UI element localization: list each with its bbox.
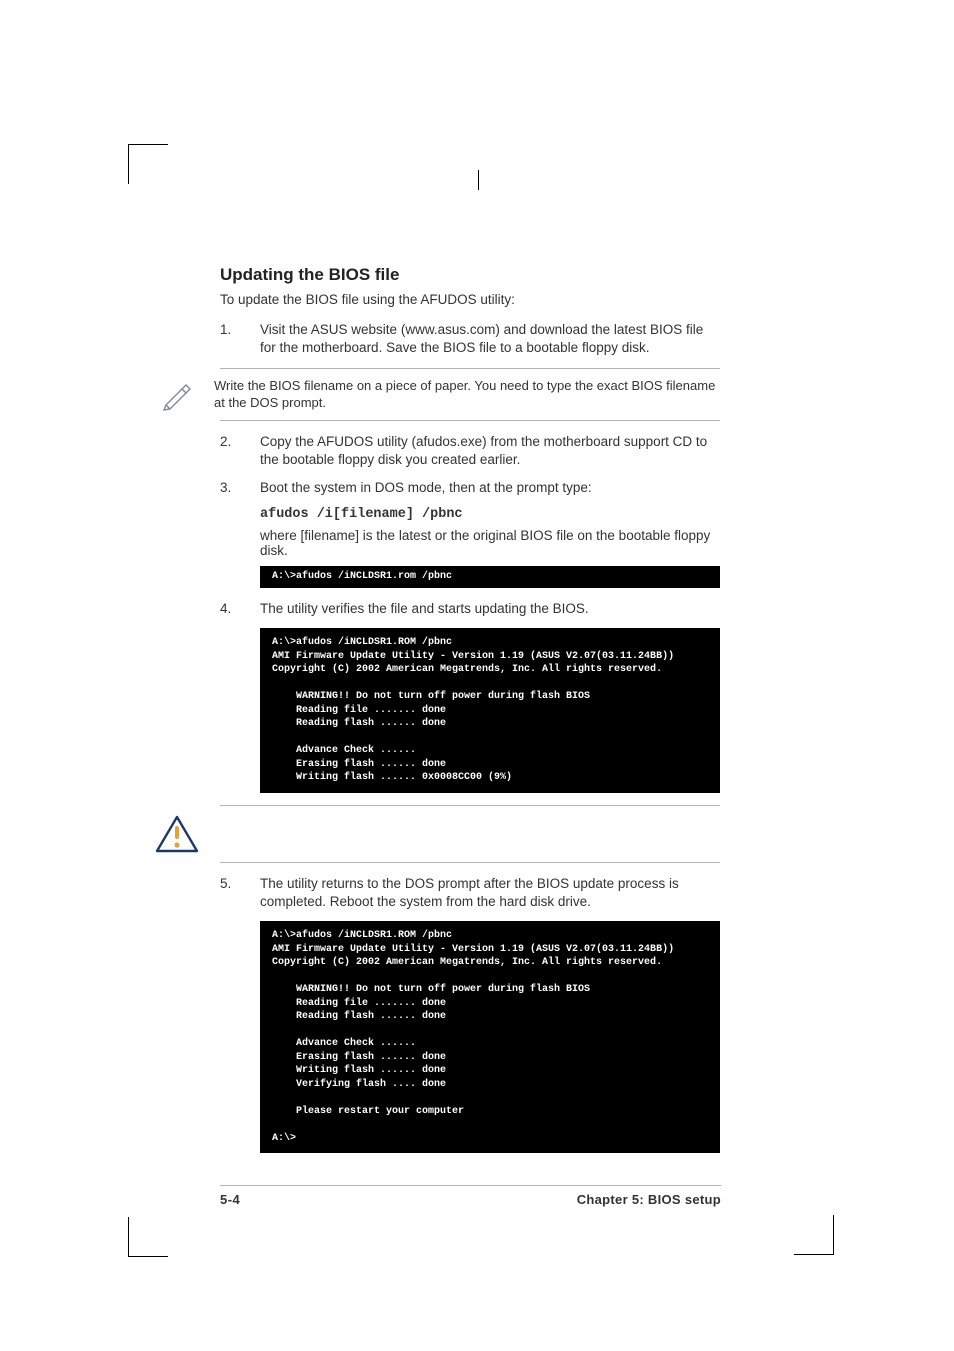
terminal-text: A:\>afudos /iNCLDSR1.ROM /pbnc AMI Firmw… bbox=[272, 637, 674, 783]
terminal-output: A:\>afudos /iNCLDSR1.ROM /pbnc AMI Firmw… bbox=[260, 921, 720, 1153]
crop-mark bbox=[128, 1217, 168, 1257]
step-text: Copy the AFUDOS utility (afudos.exe) fro… bbox=[260, 434, 707, 467]
step-1: Visit the ASUS website (www.asus.com) an… bbox=[220, 321, 720, 357]
code-inline: afudos /i[filename] /pbnc bbox=[260, 507, 720, 522]
paragraph: where [filename] is the latest or the or… bbox=[260, 528, 720, 558]
terminal-output: A:\>afudos /iNCLDSR1.rom /pbnc bbox=[260, 566, 720, 588]
step-3-after: where [filename] is the latest or the or… bbox=[260, 528, 720, 558]
warning-callout bbox=[220, 805, 720, 863]
note-callout: Write the BIOS filename on a piece of pa… bbox=[220, 368, 720, 421]
steps-list-cont2: The utility verifies the file and starts… bbox=[220, 600, 720, 618]
page-number: 5-4 bbox=[220, 1192, 240, 1207]
step-5: The utility returns to the DOS prompt af… bbox=[220, 875, 720, 911]
crop-mark bbox=[478, 170, 490, 190]
page-footer: 5-4 Chapter 5: BIOS setup bbox=[220, 1185, 721, 1207]
step-text: The utility verifies the file and starts… bbox=[260, 601, 589, 616]
terminal-text: A:\>afudos /iNCLDSR1.ROM /pbnc AMI Firmw… bbox=[272, 930, 674, 1144]
page-content: Updating the BIOS file To update the BIO… bbox=[220, 265, 720, 1165]
step-3: Boot the system in DOS mode, then at the… bbox=[220, 479, 720, 497]
step-text: The utility returns to the DOS prompt af… bbox=[260, 876, 679, 909]
chapter-title: Chapter 5: BIOS setup bbox=[577, 1192, 721, 1207]
step-4: The utility verifies the file and starts… bbox=[220, 600, 720, 618]
steps-list-cont: Copy the AFUDOS utility (afudos.exe) fro… bbox=[220, 433, 720, 498]
pencil-icon bbox=[160, 377, 194, 411]
step-2: Copy the AFUDOS utility (afudos.exe) fro… bbox=[220, 433, 720, 469]
crop-mark bbox=[128, 144, 168, 184]
steps-list: Visit the ASUS website (www.asus.com) an… bbox=[220, 321, 720, 357]
warning-text bbox=[219, 825, 720, 843]
note-text: Write the BIOS filename on a piece of pa… bbox=[214, 377, 720, 412]
steps-list-cont3: The utility returns to the DOS prompt af… bbox=[220, 875, 720, 911]
section-heading: Updating the BIOS file bbox=[220, 265, 720, 285]
terminal-line: A:\>afudos /iNCLDSR1.rom /pbnc bbox=[272, 571, 452, 582]
intro-paragraph: To update the BIOS file using the AFUDOS… bbox=[220, 291, 720, 309]
crop-mark bbox=[794, 1215, 834, 1255]
terminal-output: A:\>afudos /iNCLDSR1.ROM /pbnc AMI Firmw… bbox=[260, 628, 720, 793]
step-text: Boot the system in DOS mode, then at the… bbox=[260, 480, 592, 495]
step-text: Visit the ASUS website (www.asus.com) an… bbox=[260, 322, 703, 355]
warning-icon bbox=[155, 814, 199, 854]
